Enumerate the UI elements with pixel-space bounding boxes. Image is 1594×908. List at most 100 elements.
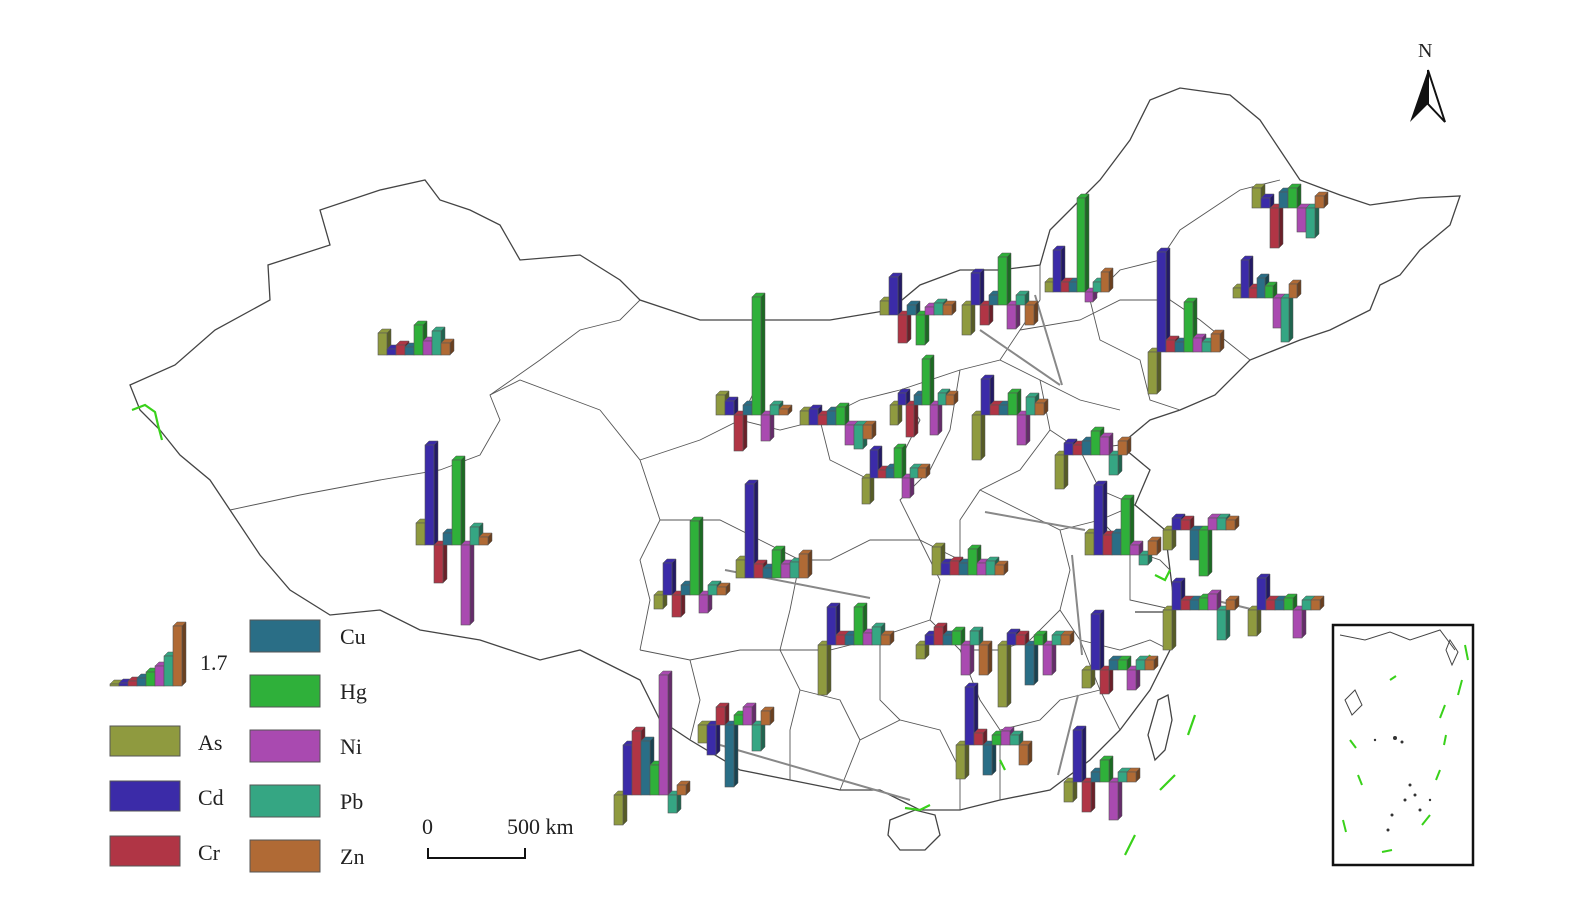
bar-zn xyxy=(1288,279,1302,299)
bar-zn xyxy=(760,706,775,726)
scale-end-label: 500 km xyxy=(507,814,574,839)
bar-zn xyxy=(942,300,957,316)
bar-symbol-17 xyxy=(1084,480,1162,566)
bar-zn xyxy=(1117,436,1132,456)
hainan-island xyxy=(887,809,941,851)
bar-hg xyxy=(1076,193,1090,293)
bar-pb xyxy=(1305,203,1320,239)
bar-as xyxy=(955,740,970,780)
bar-ni xyxy=(1207,589,1222,611)
bar-ni xyxy=(901,473,915,499)
scale-bar: 0 500 km xyxy=(422,814,574,859)
bar-hg xyxy=(1287,183,1302,209)
bar-pb xyxy=(751,720,766,752)
bar-hg xyxy=(951,626,966,646)
bar-cr xyxy=(733,410,748,452)
bar-hg xyxy=(1120,494,1135,556)
bar-symbol-24 xyxy=(997,628,1075,708)
bar-zn xyxy=(1144,655,1159,671)
bar-symbol-28 xyxy=(613,670,691,826)
legend-swatch-pb xyxy=(249,784,321,818)
bar-cd xyxy=(1072,725,1087,783)
bar-zn xyxy=(1314,191,1329,209)
bar-zn xyxy=(172,621,187,687)
bar-symbol-19 xyxy=(1162,577,1240,651)
legend-swatch-ni xyxy=(249,729,321,763)
bar-cd xyxy=(897,388,911,406)
bar-cu xyxy=(982,740,997,776)
bar-as xyxy=(1247,605,1262,637)
legend-swatch-cr xyxy=(109,835,181,867)
bar-zn xyxy=(798,549,813,579)
bar-hg xyxy=(1198,525,1213,577)
bar-zn xyxy=(1210,329,1225,353)
legend: 1.7 As Cd Cr Cu Hg Ni Pb Zn xyxy=(109,619,367,873)
bar-ni xyxy=(658,670,673,796)
legend-swatch-hg xyxy=(249,674,321,708)
bar-cu xyxy=(1024,640,1039,686)
legend-swatch-as xyxy=(109,725,181,757)
bar-as xyxy=(961,300,976,336)
bar-symbol-5 xyxy=(861,443,931,505)
bar-zn xyxy=(1126,767,1141,783)
bar-symbol-12 xyxy=(1044,193,1114,303)
bar-hg xyxy=(835,402,850,426)
bar-cd xyxy=(424,440,439,546)
bar-hg xyxy=(1264,281,1278,299)
bar-cd xyxy=(1260,193,1275,209)
bar-zn xyxy=(676,780,691,796)
bar-symbol-14 xyxy=(1232,255,1302,343)
north-arrow: N xyxy=(1410,40,1446,123)
bar-zn xyxy=(1147,536,1162,556)
bar-zn xyxy=(1310,595,1325,611)
bar-hg xyxy=(751,292,766,416)
bar-cd xyxy=(1156,247,1171,353)
bar-as xyxy=(817,640,832,696)
bar-symbol-7 xyxy=(735,479,813,579)
bar-cr xyxy=(1015,630,1030,646)
bar-cr xyxy=(433,540,448,584)
bar-symbol-4 xyxy=(799,402,877,450)
bar-symbol-13 xyxy=(1147,247,1225,395)
legend-label-ni: Ni xyxy=(340,734,362,759)
bar-zn xyxy=(1225,515,1240,531)
bar-cr xyxy=(1180,515,1195,531)
bar-symbol-22 xyxy=(817,602,895,696)
legend-swatch-cd xyxy=(109,780,181,812)
bar-hg xyxy=(921,354,935,406)
legend-label-cu: Cu xyxy=(340,624,366,649)
bar-zn xyxy=(778,404,793,416)
bar-ni xyxy=(760,410,775,442)
bar-symbol-16 xyxy=(1054,426,1132,490)
bar-symbol-15 xyxy=(1251,183,1329,249)
bar-pb xyxy=(1009,730,1024,746)
bar-symbol-18 xyxy=(1162,513,1240,577)
legend-swatch-cu xyxy=(249,619,321,653)
bar-pb xyxy=(969,626,984,646)
bar-ni xyxy=(742,702,757,726)
inset-map xyxy=(1331,623,1475,867)
bar-symbol-10 xyxy=(961,252,1039,336)
bar-cr xyxy=(905,400,919,438)
bar-ni xyxy=(460,540,475,626)
bar-symbol-21 xyxy=(931,542,1009,576)
bar-cr xyxy=(715,702,730,726)
bar-cd xyxy=(662,558,677,596)
bar-pb xyxy=(1216,605,1231,641)
bar-zn xyxy=(1225,595,1240,611)
legend-label-cr: Cr xyxy=(198,840,221,865)
bar-zn xyxy=(862,420,877,440)
bar-zn xyxy=(917,463,931,479)
bar-as xyxy=(613,790,628,826)
bar-cd xyxy=(970,268,985,306)
bar-cr xyxy=(1269,203,1284,249)
bar-cd xyxy=(706,720,721,756)
bar-zn xyxy=(440,338,455,356)
bar-zn xyxy=(716,582,731,596)
highlight-segments xyxy=(131,403,1197,856)
bar-cr xyxy=(1099,665,1114,695)
bar-zn xyxy=(1018,740,1033,766)
bar-symbol-1 xyxy=(377,320,455,356)
bar-as xyxy=(971,410,986,461)
